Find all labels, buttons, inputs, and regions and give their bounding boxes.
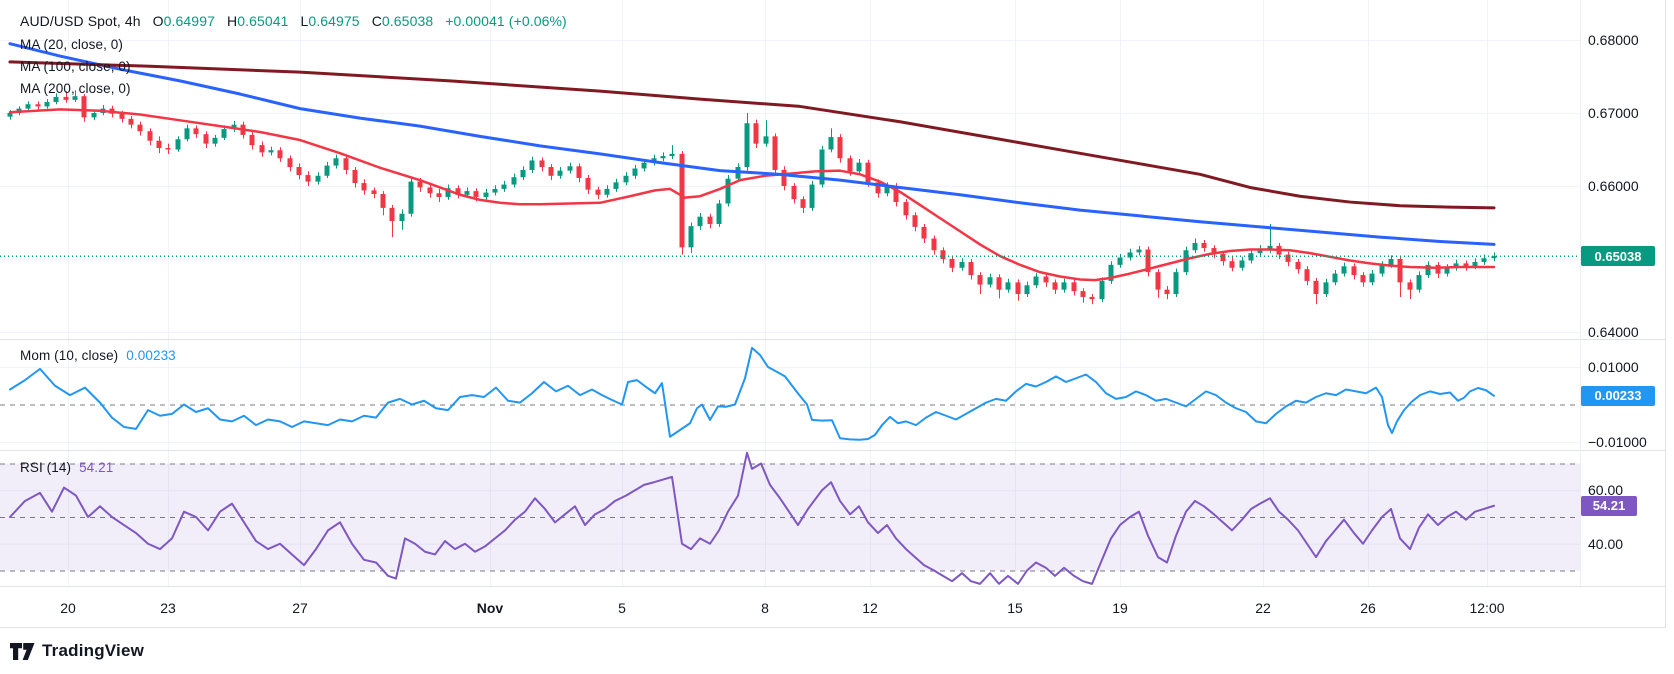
momentum-value: 0.00233	[126, 348, 176, 363]
ma20-legend[interactable]: MA (20, close, 0)	[20, 37, 123, 52]
symbol-title[interactable]: AUD/USD Spot, 4h	[20, 13, 141, 29]
price-axis-label: 0.64000	[1588, 324, 1639, 340]
ma100-legend[interactable]: MA (100, close, 0)	[20, 59, 131, 74]
last-price-badge: 0.65038	[1581, 246, 1655, 267]
rsi-value: 54.21	[79, 460, 114, 475]
time-axis-label: 20	[60, 600, 76, 616]
time-axis-label: 8	[761, 600, 769, 616]
ohlc-high-value: 0.65041	[237, 13, 289, 29]
tradingview-logo[interactable]: TradingView	[10, 641, 144, 661]
tradingview-logo-text: TradingView	[42, 641, 145, 660]
momentum-value-badge: 0.00233	[1581, 385, 1655, 406]
momentum-axis-label: −0.01000	[1588, 434, 1647, 450]
ma100-label: MA (100, close, 0)	[20, 59, 131, 74]
time-axis-label: 19	[1112, 600, 1128, 616]
time-axis-label: 12	[862, 600, 878, 616]
chart-canvas[interactable]	[0, 0, 1666, 628]
ohlc-open-label: O	[152, 13, 164, 29]
tradingview-logo-icon	[10, 642, 35, 660]
time-axis-label: 27	[292, 600, 308, 616]
ohlc-close-value: 0.65038	[381, 13, 434, 29]
ohlc-close-label: C	[371, 13, 382, 29]
ohlc-low-value: 0.64975	[308, 13, 360, 29]
ohlc-low-label: L	[300, 13, 309, 29]
rsi-pane[interactable]	[0, 450, 1580, 586]
momentum-pane[interactable]	[0, 340, 1580, 450]
time-axis-label: 26	[1360, 600, 1376, 616]
ohlc-open-value: 0.64997	[163, 13, 215, 29]
rsi-axis-label: 40.00	[1588, 535, 1624, 552]
price-axis-label: 0.66000	[1588, 178, 1639, 194]
momentum-label: Mom (10, close)	[20, 348, 119, 363]
time-axis-label: 5	[618, 600, 626, 616]
rsi-label: RSI (14)	[20, 460, 72, 475]
time-axis-label: 15	[1007, 600, 1023, 616]
momentum-axis-label: 0.01000	[1588, 359, 1639, 375]
time-axis[interactable]	[0, 586, 1666, 628]
rsi-legend[interactable]: RSI (14) 54.21	[20, 460, 113, 475]
rsi-value-badge: 54.21	[1581, 495, 1637, 516]
ma20-label: MA (20, close, 0)	[20, 37, 123, 52]
ma200-legend[interactable]: MA (200, close, 0)	[20, 81, 131, 96]
time-axis-label: 12:00	[1469, 600, 1505, 616]
time-axis-label: Nov	[476, 600, 504, 616]
ohlc-high-label: H	[226, 13, 238, 29]
ma200-label: MA (200, close, 0)	[20, 81, 131, 96]
price-axis-label: 0.67000	[1588, 105, 1639, 121]
time-axis-label: 22	[1255, 600, 1271, 616]
symbol-legend: AUD/USD Spot, 4h O0.64997 H0.65041 L0.64…	[20, 13, 567, 29]
change-value: +0.00041 (+0.06%)	[445, 13, 567, 29]
price-pane[interactable]	[0, 0, 1580, 340]
price-axis-label: 0.68000	[1588, 32, 1639, 48]
time-axis-label: 23	[160, 600, 176, 616]
rsi-axis-label: 60.00	[1588, 482, 1624, 499]
momentum-legend[interactable]: Mom (10, close) 0.00233	[20, 348, 176, 363]
